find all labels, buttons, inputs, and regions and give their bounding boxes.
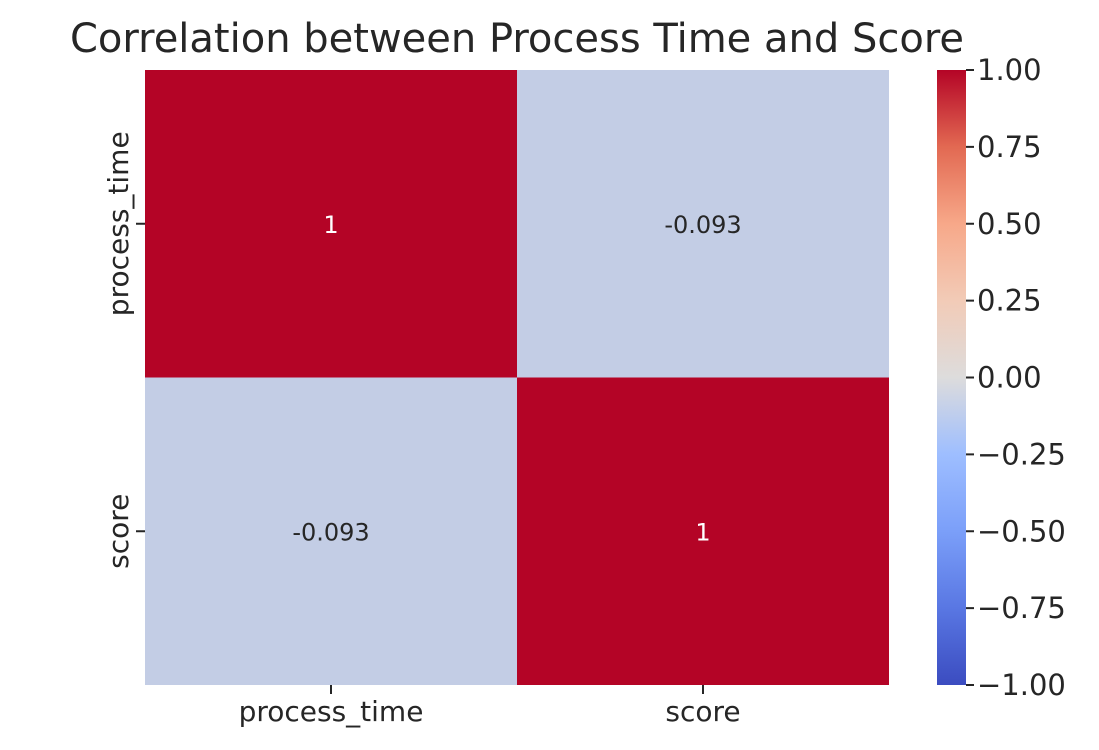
cell-value-label: -0.093: [292, 518, 369, 546]
colorbar-tick-label: 0.00: [977, 361, 1042, 395]
colorbar-tick-label: 0.75: [977, 130, 1042, 164]
colorbar-tick-label: 0.25: [977, 284, 1042, 318]
y-tick-label: process_time: [102, 131, 135, 316]
chart-title: Correlation between Process Time and Sco…: [70, 16, 964, 62]
y-tick-label: score: [102, 494, 135, 569]
colorbar-tick-label: −0.75: [977, 591, 1066, 625]
heatmap-cells: 1 -0.093 -0.093 1: [145, 70, 889, 685]
heatmap-cell: [145, 377, 517, 685]
cell-value-label: 1: [695, 518, 710, 546]
colorbar-tick-label: 0.50: [977, 207, 1042, 241]
colorbar-axis: 1.00 0.75 0.50 0.25 0.00 −0.25 −0.50 −0.75 −1.00: [966, 53, 1066, 702]
colorbar: [937, 70, 966, 685]
heatmap-cell: [517, 70, 889, 378]
heatmap-cell: [145, 70, 517, 378]
colorbar-tick-label: −0.25: [977, 437, 1066, 471]
x-tick-label: score: [665, 695, 740, 728]
cell-value-label: 1: [323, 211, 338, 239]
colorbar-tick-label: 1.00: [977, 53, 1042, 87]
colorbar-tick-label: −1.00: [977, 668, 1066, 702]
heatmap-cell: [517, 377, 889, 685]
colorbar-tick-label: −0.50: [977, 514, 1066, 548]
x-axis: process_time score: [239, 685, 741, 728]
cell-value-label: -0.093: [664, 211, 741, 239]
x-tick-label: process_time: [239, 695, 424, 728]
